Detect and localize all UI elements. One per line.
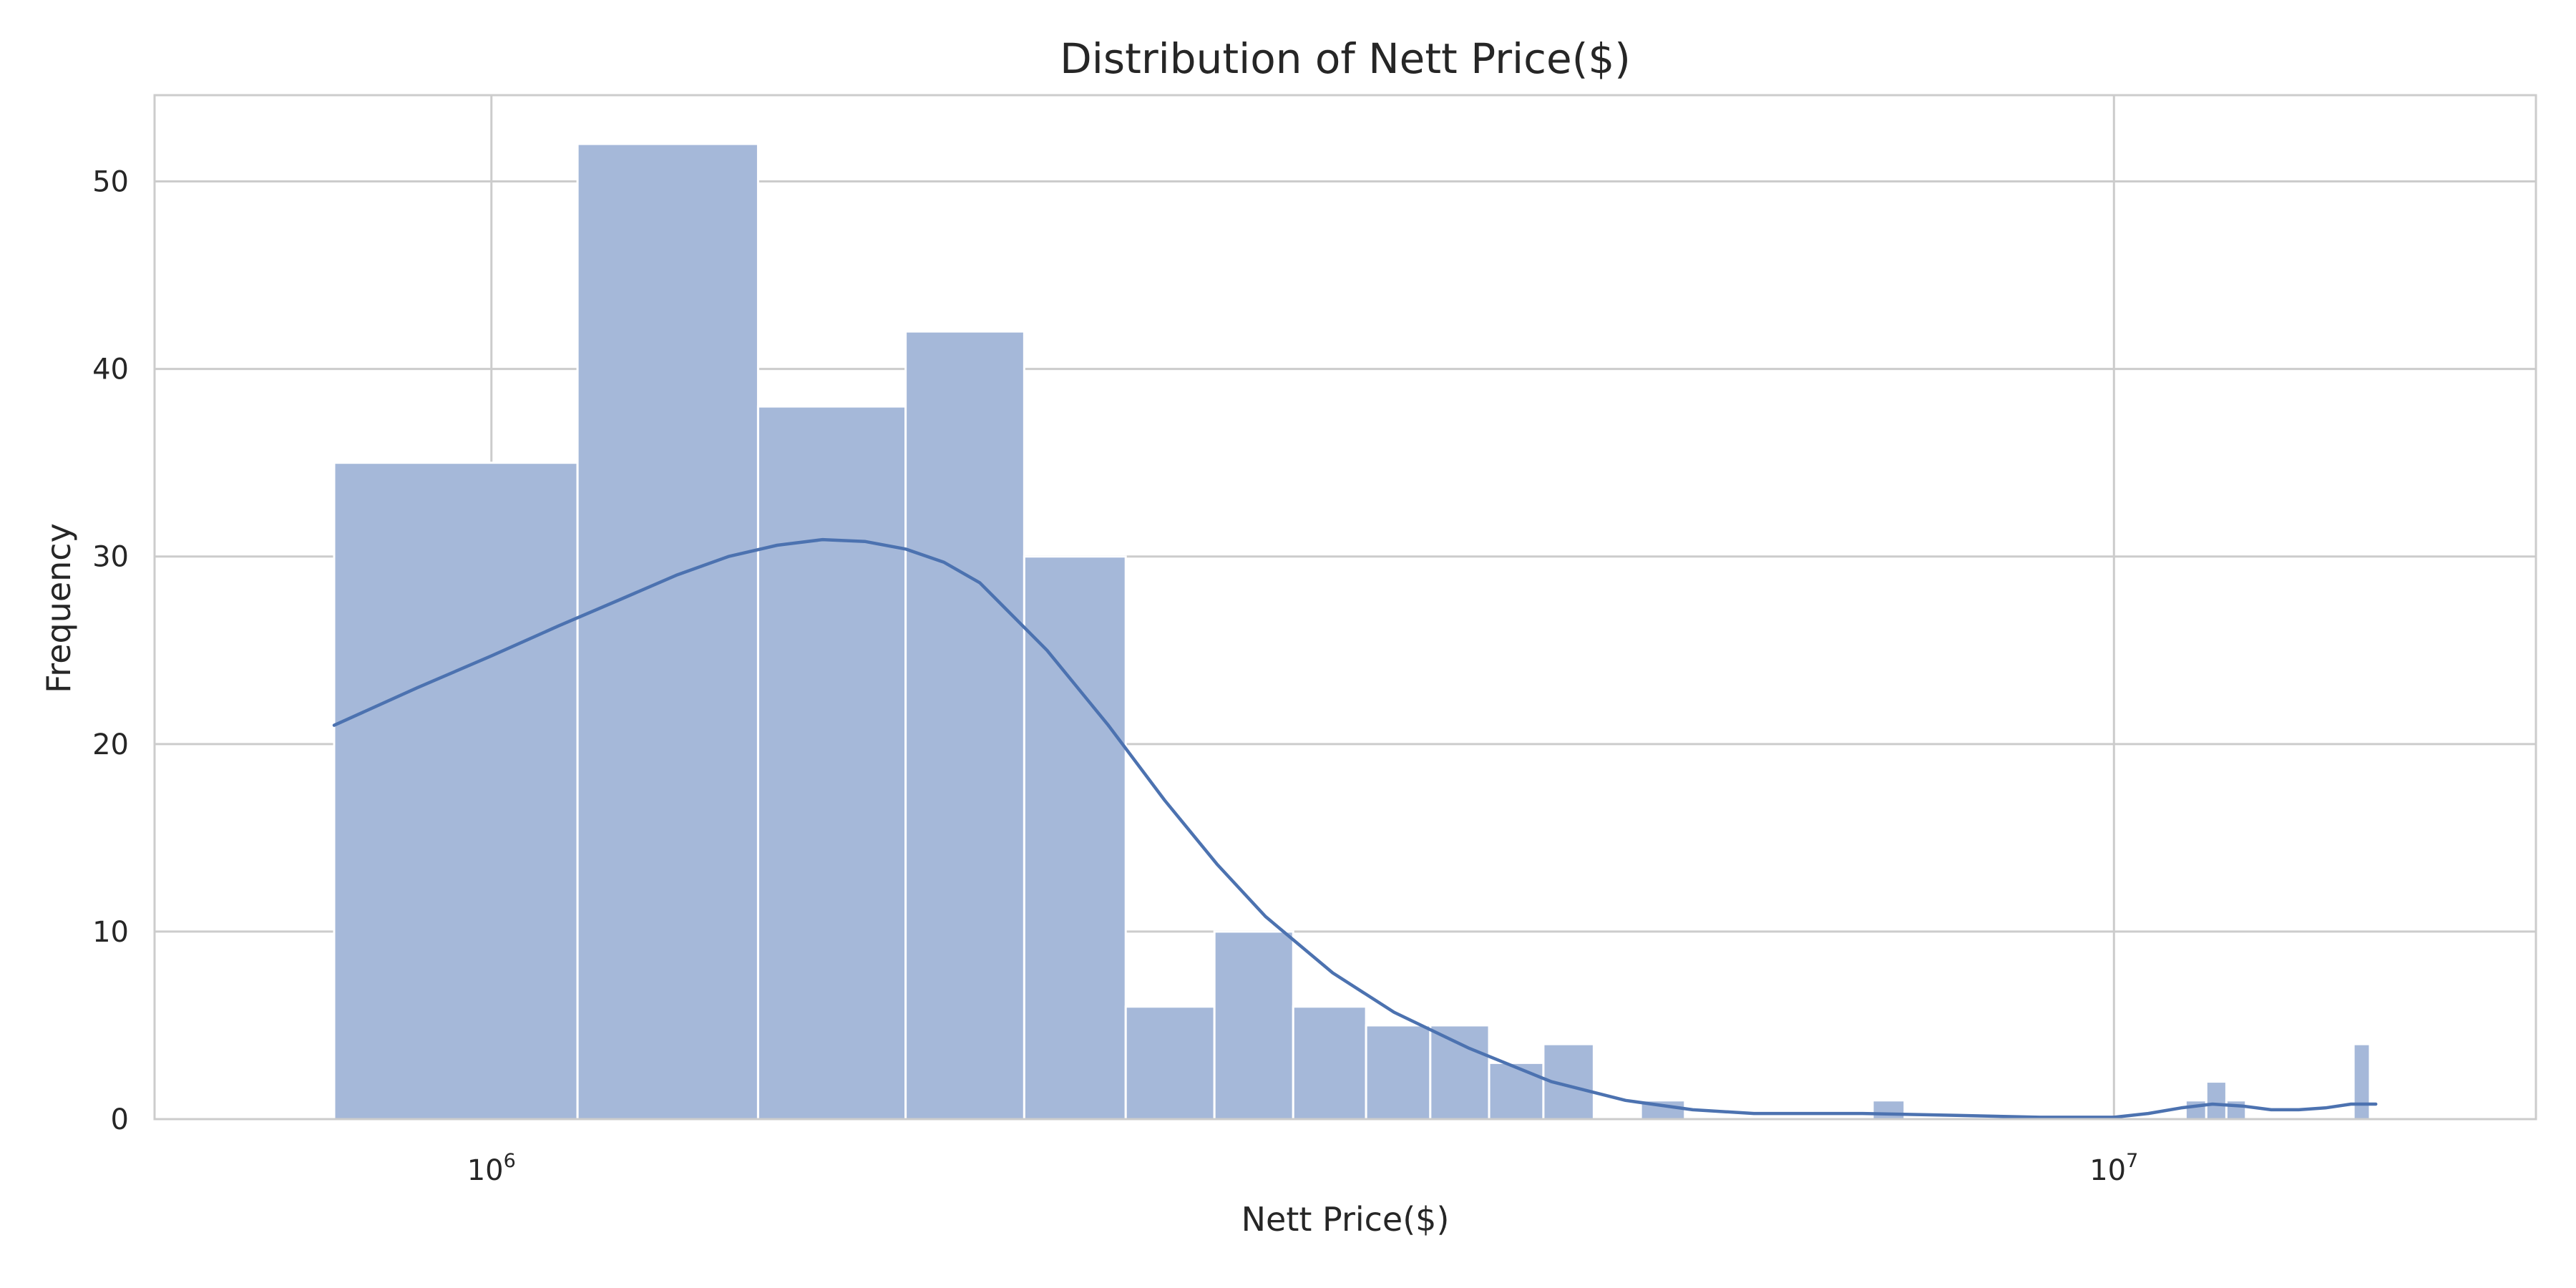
histogram-bars [333, 142, 2371, 1121]
y-tick-label: 10 [92, 916, 129, 949]
histogram-bar [1871, 1099, 1906, 1121]
histogram-bar [1124, 1005, 1216, 1121]
histogram-bar [756, 405, 907, 1121]
chart-title: Distribution of Nett Price($) [1060, 34, 1631, 83]
histogram-bar [2184, 1099, 2207, 1121]
histogram-bar [333, 462, 579, 1121]
histogram-bar [2225, 1099, 2248, 1121]
plot-frame [153, 94, 2537, 1121]
histogram-bar [1213, 930, 1294, 1121]
x-tick-labels: 106 107 [467, 1150, 2139, 1187]
histogram-bar [904, 330, 1025, 1121]
kde-curve [332, 537, 2378, 1119]
histogram-bar [576, 142, 759, 1121]
y-tick-label: 0 [111, 1103, 129, 1136]
y-tick-label: 40 [92, 353, 129, 386]
y-tick-label: 50 [92, 166, 129, 199]
histogram-bar [1365, 1024, 1432, 1121]
y-tick-labels: 0 10 20 30 40 50 [92, 166, 129, 1136]
x-axis-label: Nett Price($) [1241, 1200, 1450, 1239]
y-axis-label: Frequency [39, 523, 78, 693]
y-tick-label: 20 [92, 728, 129, 761]
histogram-bar [1488, 1061, 1545, 1121]
x-tick-label: 106 [467, 1150, 516, 1187]
histogram-bar [1292, 1005, 1367, 1121]
histogram-bar [2352, 1043, 2371, 1121]
histogram-bar [1429, 1024, 1491, 1121]
x-tick-label: 107 [2089, 1150, 2138, 1187]
histogram-bar [2205, 1080, 2228, 1121]
y-tick-label: 30 [92, 541, 129, 574]
